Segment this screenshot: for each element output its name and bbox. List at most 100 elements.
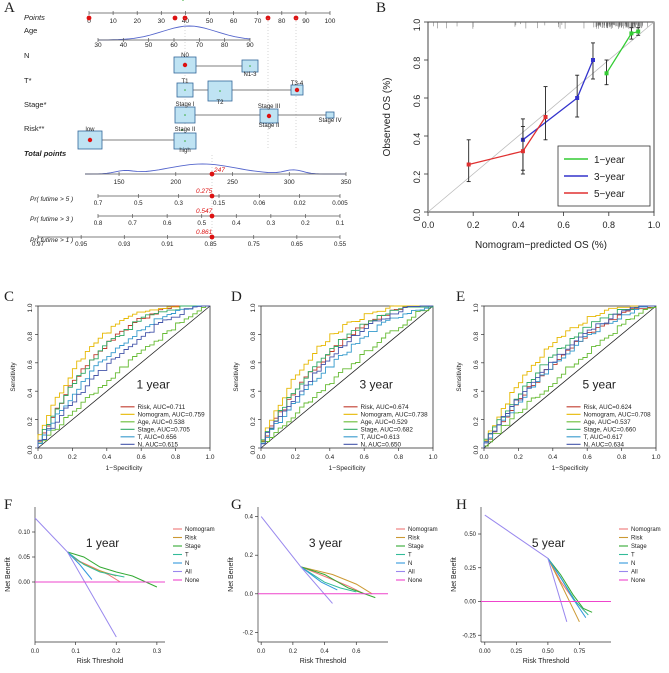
calib-ytick-label-0: 0.0 [412,209,422,222]
roc-xtick-label-1: 0.2 [291,454,300,461]
roc-xtick-label-1: 0.2 [68,454,77,461]
nomo-row-label-2: N [24,51,29,60]
roc-ytick-label-2: 0.4 [250,388,257,397]
calib-xlabel: Nomogram−predicted OS (%) [475,240,607,251]
prob-tick-label-2-7: 0.55 [334,241,347,248]
dca-legend-label-6: None [185,578,200,584]
age-tick-label-1: 40 [120,42,128,49]
prob-tick-label-1-3: 0.5 [197,220,206,227]
roc-xtick-label-2: 0.4 [325,454,334,461]
dca-ytick-label-1: 0.00 [464,600,476,606]
prob-tick-label-1-1: 0.7 [128,220,137,227]
dca-legend-label-4: N [185,561,189,567]
points-tick-label-5: 50 [206,18,214,25]
calib-ytick-label-2: 0.4 [412,133,422,146]
calib-series-2 [469,117,546,165]
points-tick-label-1: 10 [109,18,117,25]
calib-ylabel: Observed OS (%) [382,78,393,157]
pred-5y: 0.275 [196,188,213,195]
roc-legend-label-1: Nomogram, AUC=0.738 [361,412,429,419]
roc-ylabel: Sensitivity [233,362,240,392]
calib-xtick-label-0: 0.0 [422,220,435,230]
dca-legend-label-3: T [185,553,189,559]
dca-ytick-label-3: 0.50 [464,532,476,538]
roc-xtick-label-0: 0.0 [256,454,265,461]
roc-xtick-label-4: 0.8 [171,454,180,461]
nomogram-panel: PointsAgeNT*Stage*Risk**Total pointsPr( … [0,0,360,260]
panel-letter-d: D [231,289,242,306]
dca-xtick-label-2: 0.50 [542,649,554,655]
roc-ytick-label-1: 0.2 [473,417,480,426]
dca-legend-label-5: All [408,570,415,576]
calib-ytick-label-3: 0.6 [412,95,422,108]
roc-annotation: 1 year [137,377,170,391]
age-tick-label-3: 60 [170,42,178,49]
points-tick-label-7: 70 [254,18,262,25]
dca-legend-label-5: All [185,570,192,576]
dca-ytick-label-3: 0.4 [245,515,254,521]
panel-letter-a: A [4,0,15,17]
dca-xtick-label-0: 0.0 [31,649,40,655]
roc-xtick-label-0: 0.0 [479,454,488,461]
age-tick-label-2: 50 [145,42,153,49]
roc-legend-label-1: Nomogram, AUC=0.708 [584,412,652,419]
roc-ylabel: Sensitivity [456,362,463,392]
roc-xtick-label-5: 1.0 [428,454,437,461]
stage-level-0-label: Stage I [175,102,194,108]
roc-legend-label-2: Age, AUC=0.538 [138,419,186,426]
age-density [98,26,250,40]
n-level-1-dot [249,65,251,67]
calib-xtick-label-4: 0.8 [603,220,616,230]
dca-annotation: 3 year [309,536,342,550]
roc-legend-label-0: Risk, AUC=0.624 [584,404,633,411]
roc-ytick-label-3: 0.6 [473,360,480,369]
dca-legend-label-0: Nomogram [408,527,438,533]
roc-ytick-label-3: 0.6 [250,360,257,369]
calib-legend-label-1: 3−year [594,172,626,183]
roc-xtick-label-4: 0.8 [394,454,403,461]
calib-xtick-label-1: 0.2 [467,220,480,230]
calib-point-2-2 [544,115,548,119]
calib-point-0-0 [605,71,609,75]
dca-legend-label-0: Nomogram [631,527,661,533]
dca-legend-label-2: Stage [631,544,647,550]
total-tick-label-2: 250 [227,179,238,186]
dca-annotation: 5 year [532,536,565,550]
prob-tick-label-1-5: 0.3 [267,220,276,227]
calib-xtick-label-2: 0.4 [512,220,525,230]
dca-ytick-label-0: -0.25 [462,633,476,639]
nomo-row-label-1: Age [24,26,37,35]
prob-tick-label-0-4: 0.06 [253,200,266,207]
dca-ytick-label-1: 0.0 [245,592,254,598]
roc-ytick-label-4: 0.8 [27,332,34,341]
dca-annotation: 1 year [86,536,119,550]
calib-xtick-label-3: 0.6 [557,220,570,230]
prob-tick-label-0-5: 0.02 [294,200,307,207]
roc-legend-label-5: N, AUC=0.650 [361,442,402,449]
t-level-1-dot [219,90,221,92]
calib-point-1-2 [591,58,595,62]
calib-point-0-2 [636,30,640,34]
age-tick-label-5: 80 [221,42,229,49]
prob-tick-label-2-5: 0.75 [248,241,261,248]
panel-letter-g: G [231,497,242,514]
calibration-panel: 0.0 0.2 0.4 0.6 0.8 1.0 0.0 0.2 0.4 0.6 0.8 1.0 Nomo… [360,0,669,285]
roc-legend-label-0: Risk, AUC=0.674 [361,404,410,411]
roc-legend-label-1: Nomogram, AUC=0.759 [138,412,206,419]
dca-ytick-label-0: 0.00 [18,580,30,586]
roc-ytick-label-0: 0.0 [27,445,34,454]
pred-1y: 0.861 [196,229,213,236]
roc-annotation: 3 year [360,377,393,391]
roc-ylabel: Sensitivity [10,362,17,392]
dca-legend-label-1: Risk [185,536,198,542]
prob-tick-label-0-6: 0.005 [332,200,348,207]
total-tick-label-0: 150 [114,179,125,186]
panel-letter-f: F [4,497,12,514]
points-tick-label-10: 100 [325,18,336,25]
dca-xtick-label-2: 0.2 [112,649,121,655]
dca-xtick-label-0: 0.00 [479,649,491,655]
stage-level-1-label: Stage II [175,127,196,133]
roc-xlabel: 1−Specificity [329,465,366,472]
roc-xtick-label-4: 0.8 [617,454,626,461]
roc-ytick-label-0: 0.0 [250,445,257,454]
